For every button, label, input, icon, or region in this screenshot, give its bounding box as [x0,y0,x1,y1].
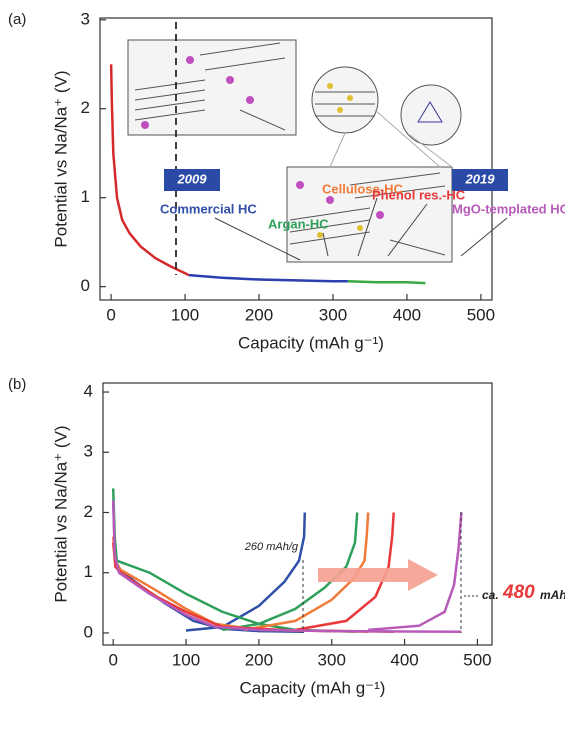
graphene-sheets [134,42,286,131]
y-tick-label: 0 [81,276,90,295]
y-axis-title: Potential vs Na/Na⁺ (V) [51,425,70,602]
y-tick-label: 2 [81,98,90,117]
x-tick-label: 0 [108,650,117,669]
series-label: MgO-templated HC* [452,201,565,216]
capacity-note: mAh/g [540,588,565,602]
year-label: 2019 [465,171,496,186]
x-tick-label: 100 [171,305,199,324]
y-tick-label: 3 [84,442,93,461]
y-tick-label: 1 [84,562,93,581]
capacity-note: 260 mAh/g [244,541,299,553]
year-label: 2009 [177,171,208,186]
cluster [417,101,443,123]
x-tick-label: 500 [467,305,495,324]
inset-circle [311,66,379,134]
capacity-note: 480 [502,582,535,603]
plot-frame [99,17,493,301]
y-tick-label: 0 [84,622,93,641]
graphene-layers [315,91,375,117]
y-axis-title: Potential vs Na/Na⁺ (V) [51,70,70,247]
trend-arrow [318,559,438,591]
sodium-clusters [317,83,363,238]
leader-lines [329,109,453,168]
x-tick-label: 400 [393,305,421,324]
x-tick-label: 100 [172,650,200,669]
label-leader [357,197,378,257]
x-tick-label: 500 [463,650,491,669]
x-axis-title: Capacity (mAh g⁻¹) [238,333,384,352]
y-tick-label: 2 [84,502,93,521]
data-line [347,280,426,285]
sodium-ions [141,56,384,219]
plot-frame [102,382,493,646]
label-leader [214,217,301,261]
y-tick-label: 1 [81,187,90,206]
year-box [164,169,220,191]
inset-circle [400,84,462,146]
y-tick-label: 4 [84,382,93,401]
x-tick-label: 200 [245,650,273,669]
panel-label: (b) [8,376,26,393]
series-label: Argan-HC [268,216,329,231]
series-label: Cellulose-HC [322,181,404,196]
x-tick-label: 0 [106,305,115,324]
year-box [452,169,508,191]
data-line [111,500,463,633]
inset-illustrations [127,39,462,263]
x-axis-title: Capacity (mAh g⁻¹) [240,678,386,697]
data-line [111,500,307,633]
graphene-sheets [289,172,446,256]
data-line [188,273,348,283]
x-tick-label: 200 [245,305,273,324]
label-leader [387,203,428,257]
label-leader [460,217,508,257]
capacity-note: ca. [482,588,499,602]
panel-label: (a) [8,11,26,28]
x-tick-label: 300 [318,650,346,669]
series-label: Commercial HC [160,201,257,216]
x-tick-label: 400 [390,650,418,669]
series-label: Phenol res.-HC [372,187,466,202]
data-line [111,488,359,633]
x-tick-label: 300 [319,305,347,324]
y-tick-label: 3 [81,9,90,28]
label-leader [322,232,329,257]
